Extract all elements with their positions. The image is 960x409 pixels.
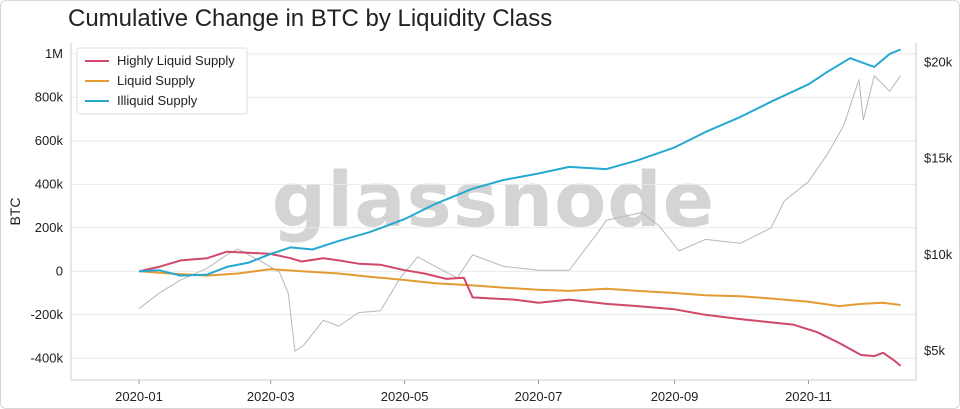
chart-title: Cumulative Change in BTC by Liquidity Cl…: [68, 5, 553, 32]
y-tick-label: -400k: [30, 350, 63, 365]
series-line-illiquid-supply: [138, 48, 901, 277]
series-line-highly-liquid-supply: [138, 250, 902, 367]
legend-box: [76, 47, 248, 115]
y-tick-label: 400k: [35, 176, 64, 191]
y-tick-label: 1M: [45, 46, 63, 61]
legend-label: Illiquid Supply: [117, 93, 198, 108]
x-tick-label: 2020-07: [515, 389, 563, 404]
legend-label: Highly Liquid Supply: [117, 53, 235, 68]
y-tick-label: 800k: [35, 89, 64, 104]
x-tick-label: 2020-01: [115, 389, 163, 404]
y-tick-label: 600k: [35, 133, 64, 148]
y-tick-label: 200k: [35, 220, 64, 235]
x-tick-label: 2020-09: [651, 389, 699, 404]
y2-tick-label: $5k: [924, 343, 945, 358]
x-tick-label: 2020-11: [785, 389, 832, 404]
legend-label: Liquid Supply: [117, 73, 196, 88]
y-axis-label: BTC: [7, 198, 23, 226]
y2-tick-label: $20k: [924, 54, 953, 69]
x-tick-label: 2020-05: [381, 389, 429, 404]
y-tick-label: -200k: [30, 307, 63, 322]
y2-tick-label: $15k: [924, 151, 953, 166]
series-line-btc-price: [138, 75, 902, 352]
y2-tick-label: $10k: [924, 247, 953, 262]
series-line-liquid-supply: [138, 268, 901, 308]
y-tick-label: 0: [56, 263, 63, 278]
watermark-text: glassnode: [272, 155, 715, 244]
x-tick-label: 2020-03: [247, 389, 295, 404]
